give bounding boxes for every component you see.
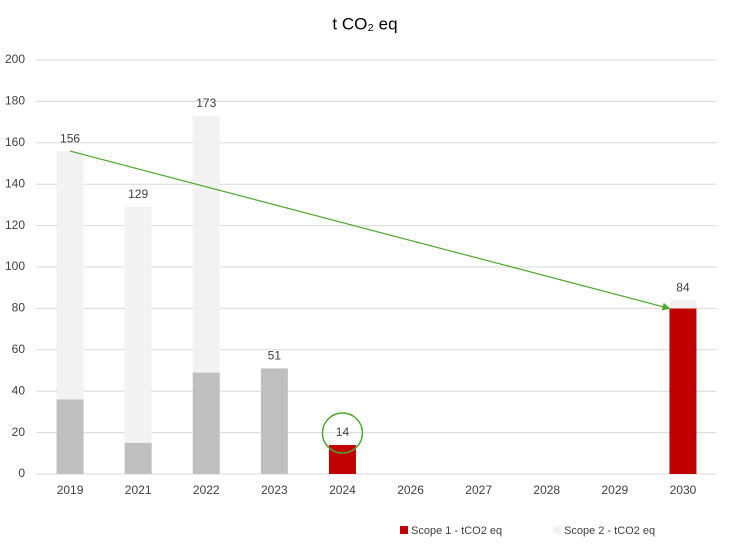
legend-swatch bbox=[400, 526, 408, 534]
legend-label: Scope 2 - tCO2 eq bbox=[564, 525, 655, 537]
y-tick-label: 20 bbox=[12, 425, 26, 439]
bar-segment bbox=[192, 115, 220, 373]
highlight-circle bbox=[321, 412, 364, 454]
x-tick-label: 2021 bbox=[125, 483, 152, 497]
bar-segment bbox=[124, 206, 152, 443]
total-label: 173 bbox=[196, 96, 216, 110]
x-tick-label: 2027 bbox=[465, 483, 492, 497]
y-tick-label: 180 bbox=[5, 94, 25, 108]
x-tick-label: 2022 bbox=[193, 483, 220, 497]
bar-segment bbox=[669, 308, 697, 474]
y-tick-label: 200 bbox=[5, 52, 25, 66]
bar-segment bbox=[669, 300, 697, 309]
bar-segment bbox=[260, 368, 288, 474]
total-label: 156 bbox=[60, 131, 80, 145]
y-tick-label: 120 bbox=[5, 218, 25, 232]
total-label: 84 bbox=[676, 280, 690, 294]
legend-label: Scope 1 - tCO2 eq bbox=[411, 525, 502, 537]
x-tick-label: 2030 bbox=[670, 483, 697, 497]
y-tick-label: 80 bbox=[12, 301, 26, 315]
total-label: 51 bbox=[268, 349, 282, 363]
bar-segment bbox=[56, 399, 84, 474]
y-tick-label: 0 bbox=[18, 466, 25, 480]
x-tick-label: 2024 bbox=[329, 483, 356, 497]
x-tick-label: 2028 bbox=[533, 483, 560, 497]
chart-title: t CO₂ eq bbox=[332, 14, 397, 33]
y-tick-label: 40 bbox=[12, 383, 26, 397]
bar-segment bbox=[56, 151, 84, 400]
y-tick-label: 100 bbox=[5, 259, 25, 273]
y-tick-label: 140 bbox=[5, 176, 25, 190]
total-label: 129 bbox=[128, 187, 148, 201]
bar-segment bbox=[124, 442, 152, 474]
x-tick-label: 2023 bbox=[261, 483, 288, 497]
y-tick-label: 60 bbox=[12, 342, 26, 356]
x-tick-label: 2026 bbox=[397, 483, 424, 497]
x-tick-label: 2019 bbox=[57, 483, 84, 497]
y-tick-label: 160 bbox=[5, 135, 25, 149]
bar-segment bbox=[328, 445, 356, 474]
total-label: 14 bbox=[336, 425, 350, 439]
bar-segment bbox=[192, 372, 220, 474]
x-tick-label: 2029 bbox=[601, 483, 628, 497]
legend-swatch bbox=[553, 526, 561, 534]
trend-arrow bbox=[69, 150, 671, 311]
